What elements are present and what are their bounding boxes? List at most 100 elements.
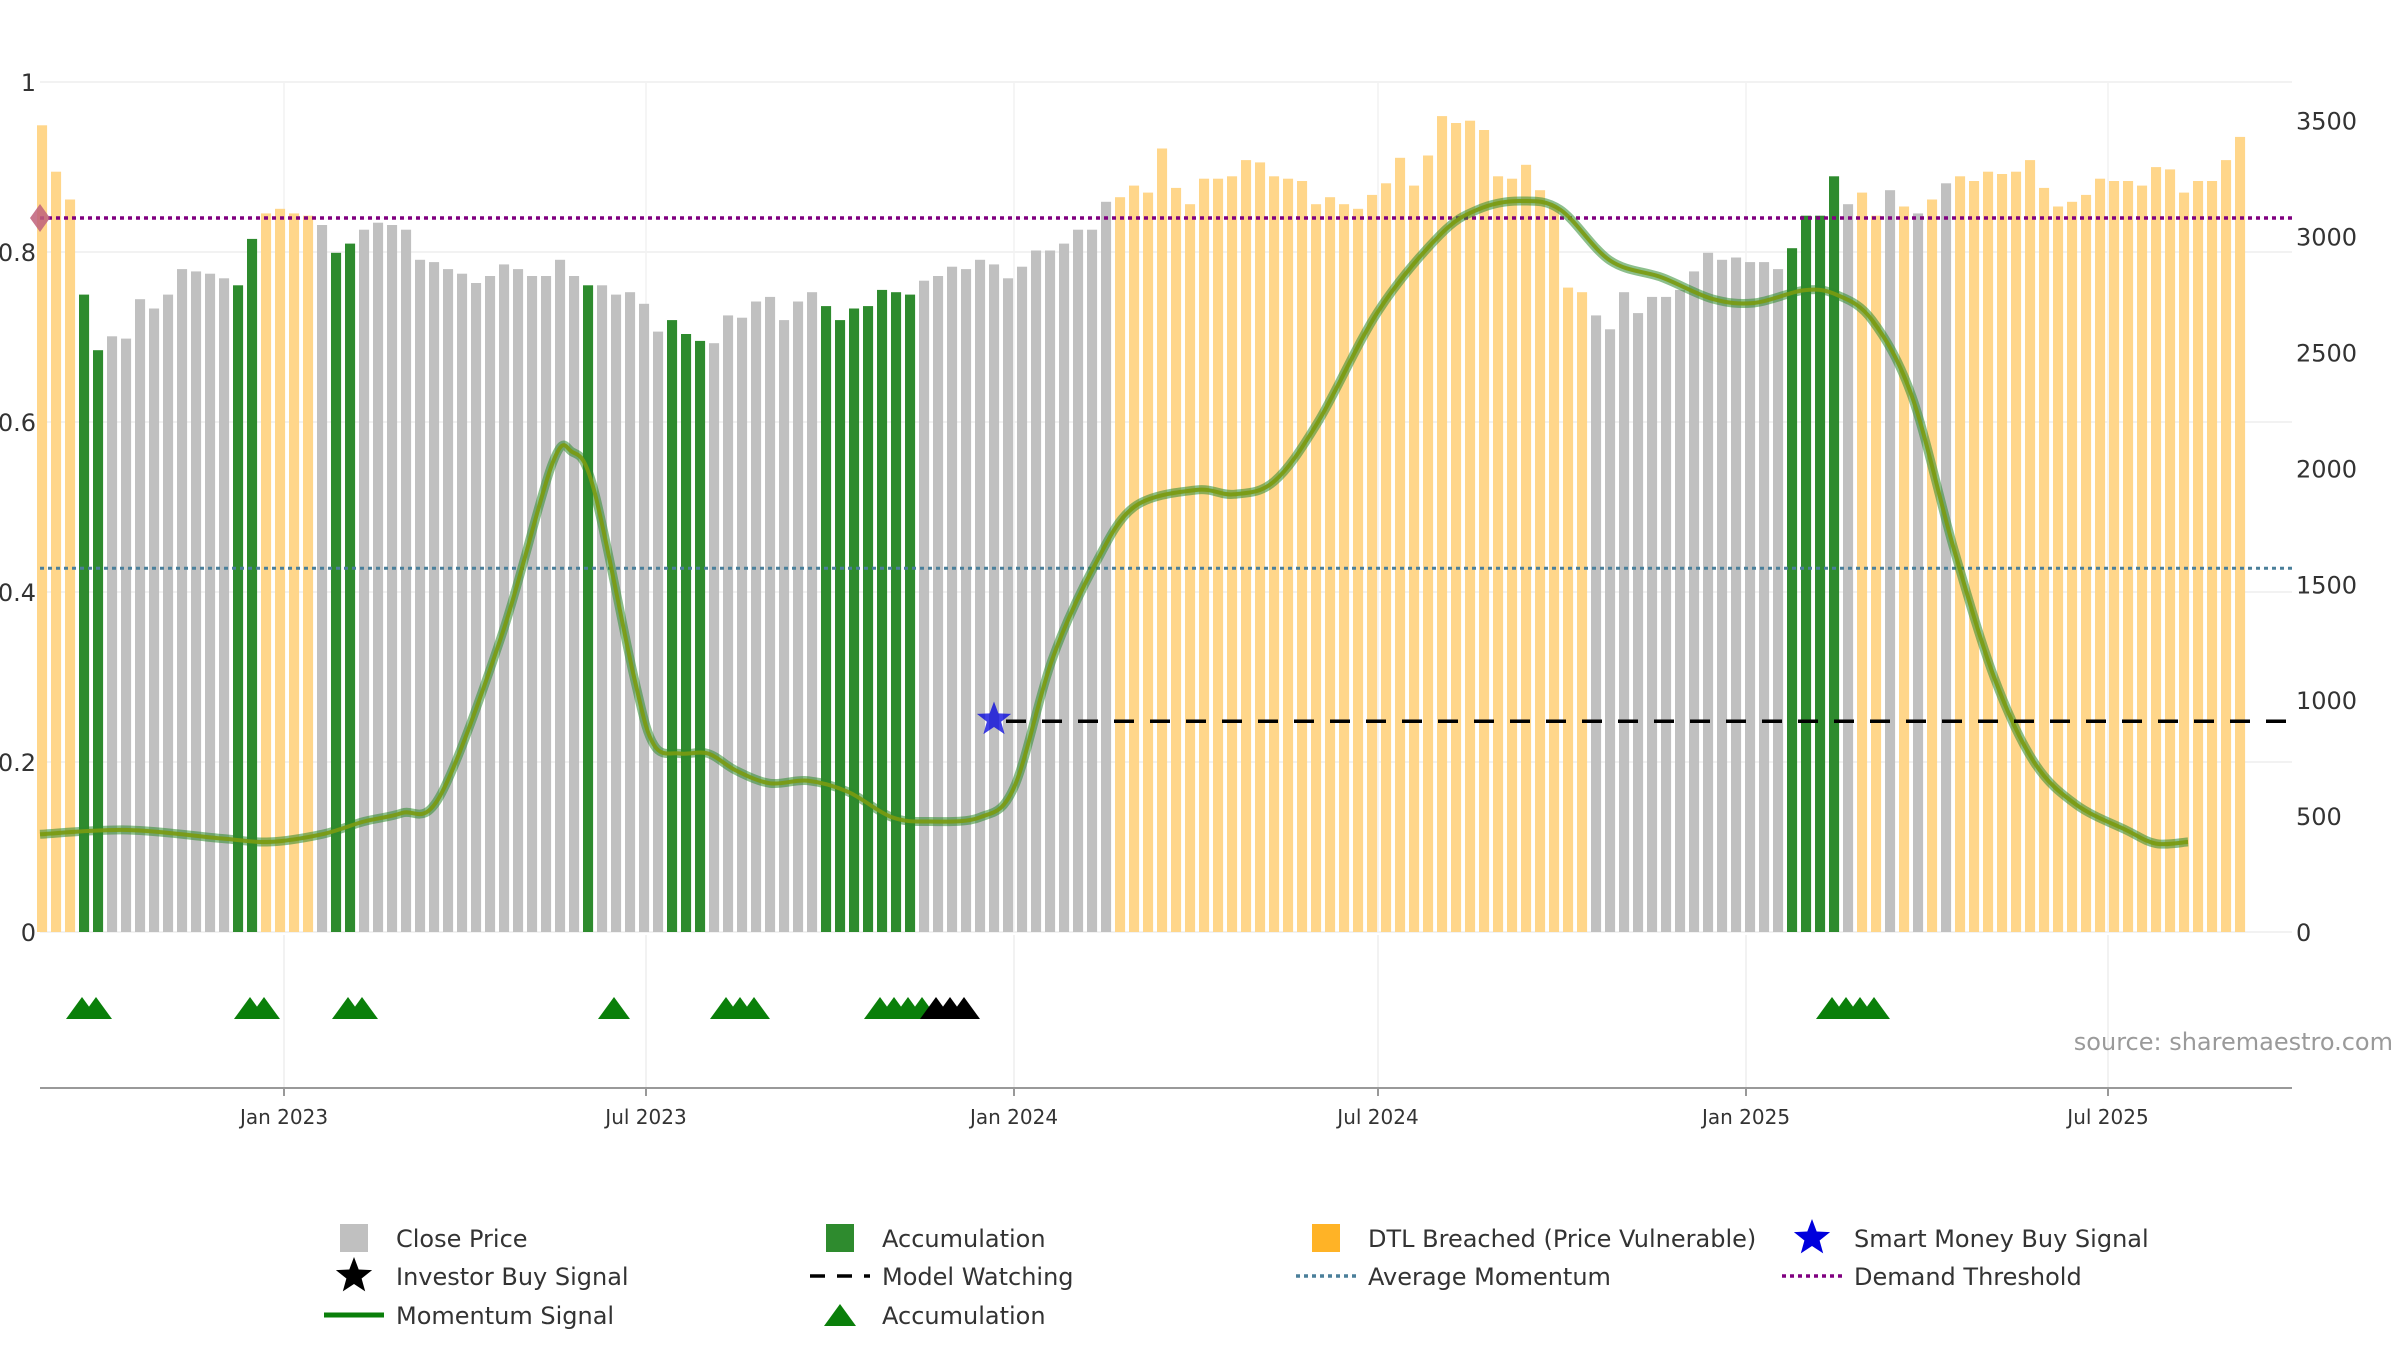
- close-price-bar: [443, 269, 454, 933]
- close-price-bar: [527, 276, 538, 932]
- close-price-bar: [541, 276, 552, 932]
- left-tick-label: 0.8: [0, 239, 36, 267]
- legend-label: Accumulation: [882, 1225, 1046, 1253]
- dtl-breached-bar: [2235, 136, 2246, 932]
- x-tick-label: Jul 2024: [1335, 1105, 1418, 1129]
- dtl-breached-bar: [1269, 176, 1280, 933]
- dtl-breached-bar: [1577, 292, 1588, 932]
- accumulation-marker: [738, 997, 770, 1019]
- close-price-bar: [359, 229, 370, 932]
- dtl-breached-bar: [1325, 197, 1336, 932]
- dtl-breached-bar: [1451, 123, 1462, 932]
- close-price-bar: [177, 269, 188, 933]
- dtl-breached-bar: [1171, 187, 1182, 932]
- close-price-bar: [373, 222, 384, 932]
- dtl-breached-bar: [1255, 162, 1266, 932]
- legend-label: Demand Threshold: [1854, 1263, 2082, 1291]
- accumulation-marker: [346, 997, 378, 1019]
- close-price-bar: [499, 264, 510, 932]
- accumulation-bar: [93, 350, 104, 932]
- dtl-breached-bar: [1409, 185, 1420, 933]
- close-price-bar: [163, 294, 174, 933]
- dtl-breached-bar: [2137, 185, 2148, 933]
- close-price-bar: [1759, 262, 1770, 933]
- accumulation-bar: [849, 308, 860, 932]
- x-tick-label: Jan 2024: [968, 1105, 1058, 1129]
- close-price-bar: [793, 301, 804, 932]
- dtl-breached-bar: [2095, 178, 2106, 932]
- close-price-bar: [149, 308, 160, 932]
- close-price-bar: [513, 269, 524, 933]
- dtl-breached-bar: [65, 199, 76, 932]
- accumulation-bar: [345, 243, 356, 933]
- legend-item: Investor Buy Signal: [335, 1257, 629, 1292]
- legend-swatch: [826, 1224, 854, 1252]
- x-tick-label: Jan 2025: [1700, 1105, 1790, 1129]
- close-price-bar: [597, 285, 608, 932]
- close-price-bar: [1703, 252, 1714, 933]
- close-price-bar: [1059, 243, 1070, 933]
- close-price-bar: [737, 317, 748, 932]
- right-tick-label: 0: [2296, 919, 2311, 947]
- close-price-bar: [1017, 266, 1028, 932]
- close-price-bar: [1073, 229, 1084, 932]
- accumulation-bar: [695, 340, 706, 932]
- accumulation-bar: [667, 320, 678, 933]
- dtl-breached-bar: [303, 215, 314, 932]
- accumulation-bar: [247, 238, 258, 932]
- close-price-bar: [807, 292, 818, 932]
- dtl-breached-bar: [1241, 160, 1252, 933]
- close-price-bar: [919, 280, 930, 932]
- legend-item: Demand Threshold: [1782, 1263, 2082, 1291]
- dtl-breached-bar: [1535, 190, 1546, 932]
- dtl-breached-bar: [2109, 181, 2120, 932]
- smart-money-buy-signal: [976, 701, 1012, 735]
- dtl-breached-bar: [1507, 178, 1518, 932]
- close-price-bar: [555, 259, 566, 932]
- dtl-breached-bar: [1311, 204, 1322, 932]
- dtl-breached-bar: [1353, 208, 1364, 933]
- close-price-bar: [933, 276, 944, 932]
- legend-swatch: [1312, 1224, 1340, 1252]
- left-tick-label: 1: [21, 69, 36, 97]
- accumulation-bar: [863, 306, 874, 933]
- close-price-bar: [1087, 229, 1098, 932]
- accumulation-bar: [905, 294, 916, 933]
- close-price-bar: [1619, 292, 1630, 932]
- dtl-breached-bar: [1465, 120, 1476, 932]
- dtl-breached-bar: [1143, 192, 1154, 933]
- dtl-breached-bar: [2165, 169, 2176, 932]
- close-price-bar: [723, 315, 734, 932]
- dtl-breached-bar: [1227, 176, 1238, 933]
- accumulation-bar: [1829, 176, 1840, 933]
- legend-label: Momentum Signal: [396, 1302, 614, 1330]
- accumulation-bar: [1787, 248, 1798, 932]
- legend-item: Accumulation: [826, 1224, 1046, 1253]
- close-price-bar: [751, 301, 762, 932]
- close-price-bar: [1633, 313, 1644, 933]
- dtl-breached-bar: [1969, 181, 1980, 932]
- dtl-breached-bar: [1157, 148, 1168, 932]
- close-price-bar: [1003, 278, 1014, 932]
- price-bars-layer: [37, 116, 2246, 933]
- dtl-breached-bar: [1857, 192, 1868, 933]
- dtl-breached-bar: [2081, 194, 2092, 932]
- dtl-breached-bar: [1283, 178, 1294, 932]
- dtl-breached-bar: [1423, 155, 1434, 932]
- dtl-breached-bar: [1563, 287, 1574, 933]
- legend-label: Accumulation: [882, 1302, 1046, 1330]
- close-price-bar: [457, 273, 468, 932]
- accumulation-bar: [331, 252, 342, 933]
- accumulation-bar: [79, 294, 90, 933]
- close-price-bar: [1661, 296, 1672, 932]
- left-tick-label: 0.4: [0, 579, 36, 607]
- close-price-bar: [1689, 271, 1700, 932]
- close-price-bar: [961, 269, 972, 933]
- legend-label: Investor Buy Signal: [396, 1263, 629, 1291]
- dtl-breached-bar: [1521, 164, 1532, 933]
- dtl-breached-bar: [1997, 174, 2008, 932]
- dtl-breached-bar: [1955, 176, 1966, 933]
- dtl-breached-bar: [1479, 130, 1490, 932]
- dtl-breached-bar: [1927, 199, 1938, 932]
- accumulation-marker: [1858, 997, 1890, 1019]
